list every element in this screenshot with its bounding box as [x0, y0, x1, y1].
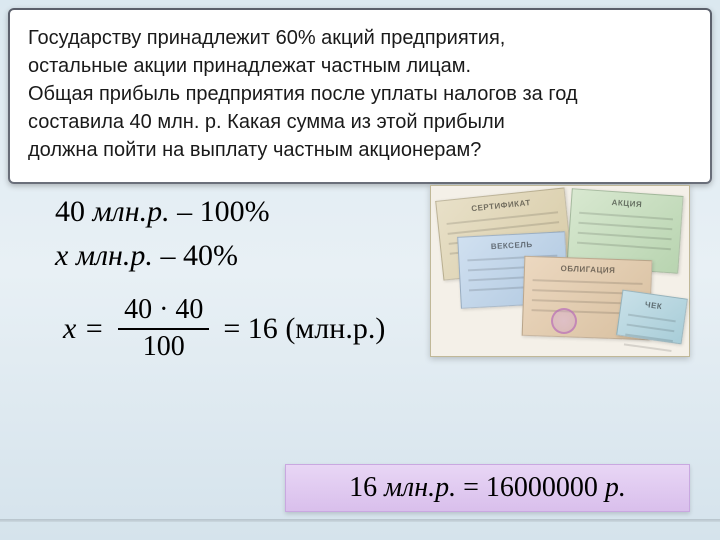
solution-area: 40 млн.р. – 100% x млн.р. – 40% x = 40 ·… — [55, 195, 680, 510]
footer-divider — [0, 519, 720, 522]
answer-box: 16 млн.р. = 16000000 р. — [285, 464, 690, 512]
problem-box: Государству принадлежит 60% акций предпр… — [8, 8, 712, 184]
value-100pct: – 100% — [170, 195, 270, 228]
answer-16: 16 — [349, 472, 384, 503]
equals-16: = 16 (млн.р.) — [223, 312, 385, 346]
problem-line-3: Общая прибыль предприятия после уплаты н… — [28, 80, 692, 108]
x-equals: x = — [63, 312, 104, 346]
equation-row: x = 40 · 40 100 = 16 (млн.р.) — [55, 295, 680, 363]
answer-mln: млн.р. — [384, 472, 456, 503]
problem-inner: Государству принадлежит 60% акций предпр… — [10, 10, 710, 182]
numerator: 40 · 40 — [118, 295, 209, 330]
proportion-line-2: x млн.р. – 40% — [55, 239, 680, 273]
answer-rub: р. — [605, 472, 626, 503]
unit-mln: млн.р. — [93, 195, 170, 228]
answer-text: 16 млн.р. = 16000000 р. — [349, 472, 626, 504]
result-unit: (млн.р.) — [285, 312, 385, 345]
value-40pct: – 40% — [153, 239, 238, 272]
proportion-line-1: 40 млн.р. – 100% — [55, 195, 680, 229]
result-16: = 16 — [223, 312, 285, 345]
value-x: x млн.р. — [55, 239, 153, 272]
problem-line-1: Государству принадлежит 60% акций предпр… — [28, 24, 692, 52]
value-40: 40 — [55, 195, 93, 228]
problem-line-5: должна пойти на выплату частным акционер… — [28, 136, 692, 164]
answer-full: = 16000000 — [456, 472, 605, 503]
denominator: 100 — [137, 330, 191, 363]
problem-line-2: остальные акции принадлежат частным лица… — [28, 52, 692, 80]
fraction: 40 · 40 100 — [118, 295, 209, 363]
problem-line-4: составила 40 млн. р. Какая сумма из этой… — [28, 108, 692, 136]
